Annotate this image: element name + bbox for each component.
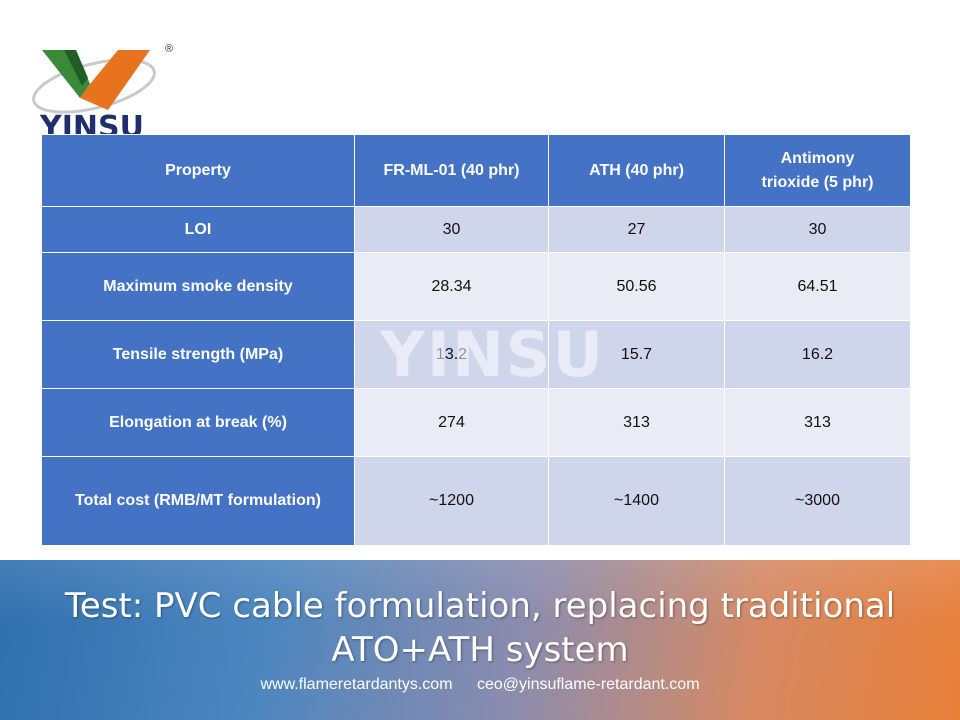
cell-value: 16.2	[724, 320, 911, 389]
table-row: LOI 30 27 30	[41, 206, 911, 253]
logo-mark-icon: ® YINSU	[32, 43, 173, 145]
table-row: Tensile strength (MPa) 13.2 15.7 16.2	[41, 320, 911, 389]
header-property: Property	[41, 134, 355, 207]
cell-value: 50.56	[548, 252, 725, 321]
table-row: Total cost (RMB/MT formulation) ~1200 ~1…	[41, 456, 911, 546]
contact-line: www.flameretardantys.com ceo@yinsuflame-…	[0, 676, 960, 694]
cell-value: ~1200	[354, 456, 549, 546]
table-header-row: Property FR-ML-01 (40 phr) ATH (40 phr) …	[41, 134, 911, 207]
registered-mark: ®	[165, 43, 173, 55]
row-label-elongation-at-break: Elongation at break (%)	[41, 388, 355, 457]
cell-value: 30	[724, 206, 911, 253]
email-link[interactable]: ceo@yinsuflame-retardant.com	[476, 676, 700, 693]
header-ath: ATH (40 phr)	[548, 134, 725, 207]
property-comparison-table: Property FR-ML-01 (40 phr) ATH (40 phr) …	[41, 134, 911, 546]
cell-value: 30	[354, 206, 549, 253]
cell-value: 15.7	[548, 320, 725, 389]
cell-value: 13.2	[354, 320, 549, 389]
footer-banner	[0, 560, 960, 720]
yinsu-logo: ® YINSU	[28, 38, 178, 145]
table-row: Maximum smoke density 28.34 50.56 64.51	[41, 252, 911, 321]
table-row: Elongation at break (%) 274 313 313	[41, 388, 911, 457]
cell-value: ~3000	[724, 456, 911, 546]
header-antimony-trioxide: Antimony trioxide (5 phr)	[724, 134, 911, 207]
row-label-max-smoke-density: Maximum smoke density	[41, 252, 355, 321]
cell-value: 313	[548, 388, 725, 457]
cell-value: 27	[548, 206, 725, 253]
cell-value: ~1400	[548, 456, 725, 546]
website-link[interactable]: www.flameretardantys.com	[260, 676, 453, 693]
row-label-loi: LOI	[41, 206, 355, 253]
cell-value: 64.51	[724, 252, 911, 321]
cell-value: 313	[724, 388, 911, 457]
row-label-tensile-strength: Tensile strength (MPa)	[41, 320, 355, 389]
slide-title: Test: PVC cable formulation, replacing t…	[64, 586, 896, 670]
header-fr-ml-01: FR-ML-01 (40 phr)	[354, 134, 549, 207]
header-antimony-trioxide-text: Antimony trioxide (5 phr)	[761, 149, 874, 191]
row-label-total-cost: Total cost (RMB/MT formulation)	[41, 456, 355, 546]
cell-value: 28.34	[354, 252, 549, 321]
cell-value: 274	[354, 388, 549, 457]
